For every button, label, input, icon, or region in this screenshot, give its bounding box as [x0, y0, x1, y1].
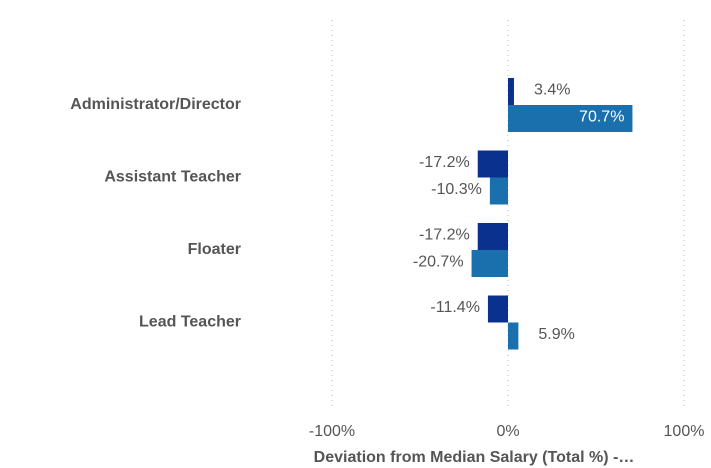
data-label: -10.3%	[431, 181, 482, 198]
bar	[477, 223, 508, 250]
x-tick-label: 100%	[664, 423, 705, 440]
bar	[508, 322, 519, 350]
data-label: -20.7%	[413, 254, 464, 271]
bar	[477, 150, 508, 178]
category-label: Floater	[188, 241, 241, 258]
category-label: Lead Teacher	[139, 314, 241, 331]
data-label: -11.4%	[430, 299, 480, 316]
x-tick-label: 0%	[496, 423, 519, 440]
data-label: 70.7%	[579, 109, 624, 126]
bar	[508, 105, 633, 132]
data-label: 5.9%	[538, 326, 574, 343]
x-tick-label: -100%	[309, 423, 355, 440]
bar	[489, 177, 508, 205]
data-label: -17.2%	[419, 227, 470, 244]
bar	[471, 250, 508, 277]
category-label: Administrator/Director	[70, 96, 241, 113]
category-label: Assistant Teacher	[104, 169, 241, 186]
x-axis-title: Deviation from Median Salary (Total %) -…	[314, 449, 635, 466]
bar	[487, 295, 508, 323]
data-label: -17.2%	[419, 154, 470, 171]
bar	[508, 78, 514, 105]
data-label: 3.4%	[534, 82, 570, 99]
